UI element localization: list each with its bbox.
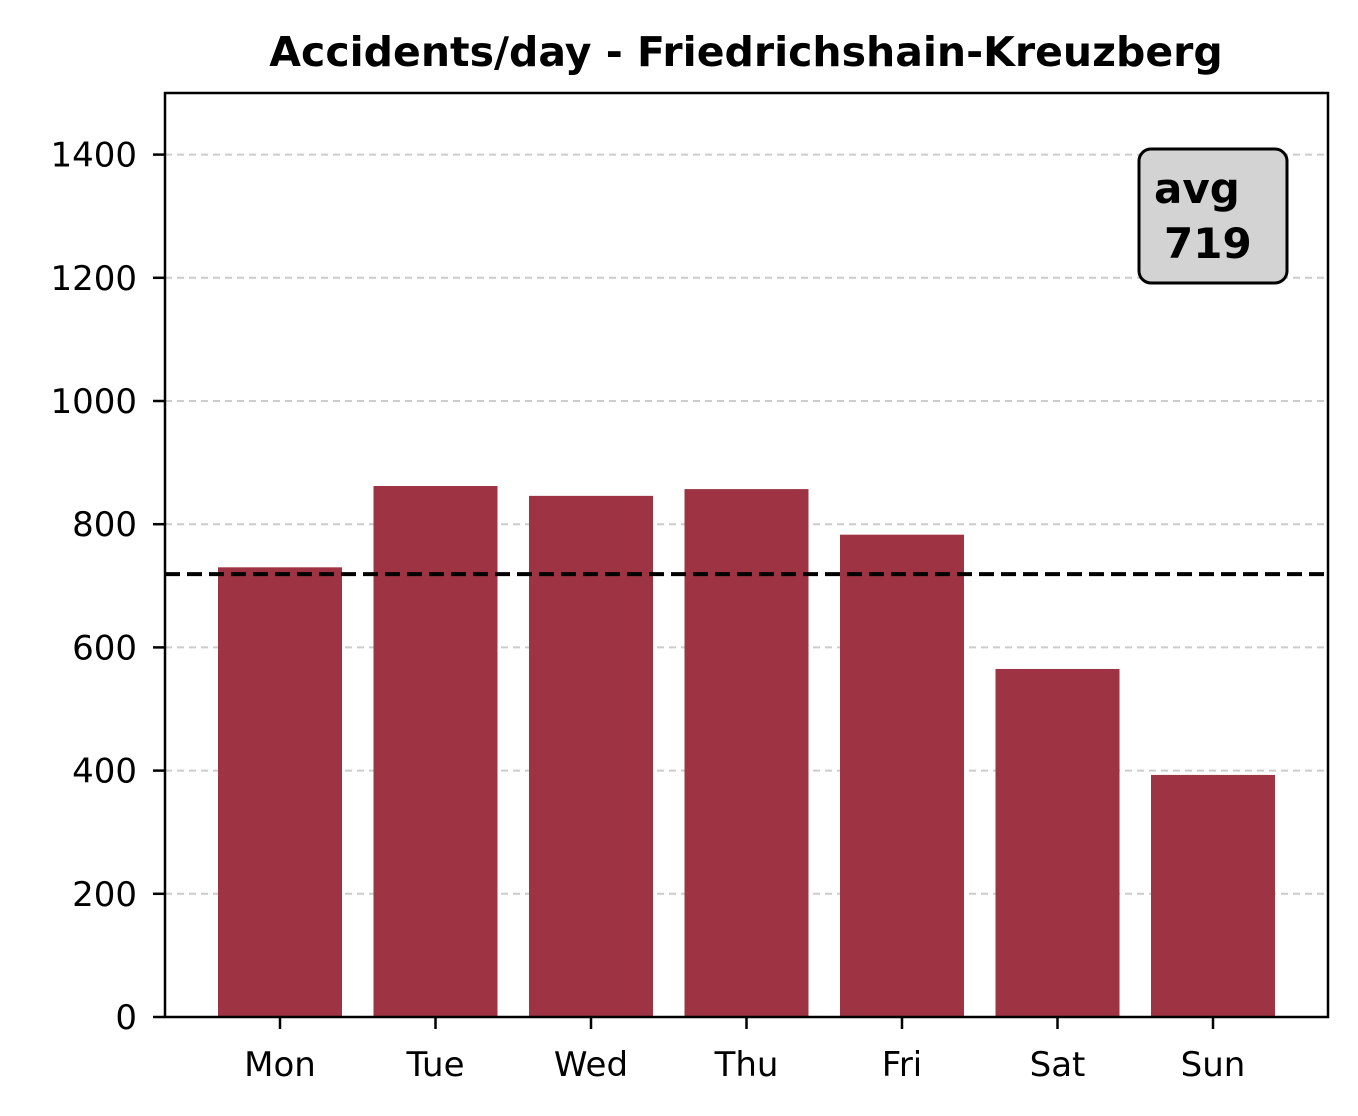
- bar-sat: [995, 668, 1120, 1017]
- average-label-background: [1137, 147, 1289, 285]
- x-tick-label: Wed: [554, 1045, 628, 1085]
- x-tick-label: Sun: [1181, 1045, 1246, 1085]
- x-tick-label: Fri: [882, 1045, 923, 1085]
- y-tick-label: 1000: [50, 382, 137, 422]
- x-tick-label: Thu: [714, 1045, 779, 1085]
- x-tick-label: Mon: [244, 1045, 316, 1085]
- y-tick-label: 800: [72, 505, 137, 545]
- x-tick-label: Tue: [405, 1045, 464, 1085]
- bar-thu: [684, 489, 809, 1017]
- bar-sun: [1151, 774, 1275, 1017]
- x-tick-label: Sat: [1030, 1045, 1086, 1085]
- average-label-title: avg: [1154, 164, 1240, 213]
- bar-wed: [529, 495, 653, 1017]
- y-axis: 0 200 400 600 800 1000 1200 1400: [50, 136, 165, 1038]
- bars: [218, 486, 1275, 1017]
- average-label-box: avg 719: [1137, 147, 1289, 285]
- bar-tue: [373, 486, 498, 1017]
- average-label-value: 719: [1164, 219, 1252, 268]
- y-tick-label: 200: [72, 875, 137, 915]
- y-tick-label: 0: [115, 998, 137, 1038]
- x-axis: Mon Tue Wed Thu Fri Sat Sun: [244, 1017, 1245, 1085]
- chart-title: Accidents/day - Friedrichshain-Kreuzberg: [269, 28, 1222, 76]
- y-tick-label: 1200: [50, 259, 137, 299]
- bar-mon: [218, 567, 342, 1017]
- y-tick-label: 1400: [50, 136, 137, 176]
- y-tick-label: 600: [72, 628, 137, 668]
- bar-fri: [840, 534, 964, 1017]
- y-tick-label: 400: [72, 752, 137, 792]
